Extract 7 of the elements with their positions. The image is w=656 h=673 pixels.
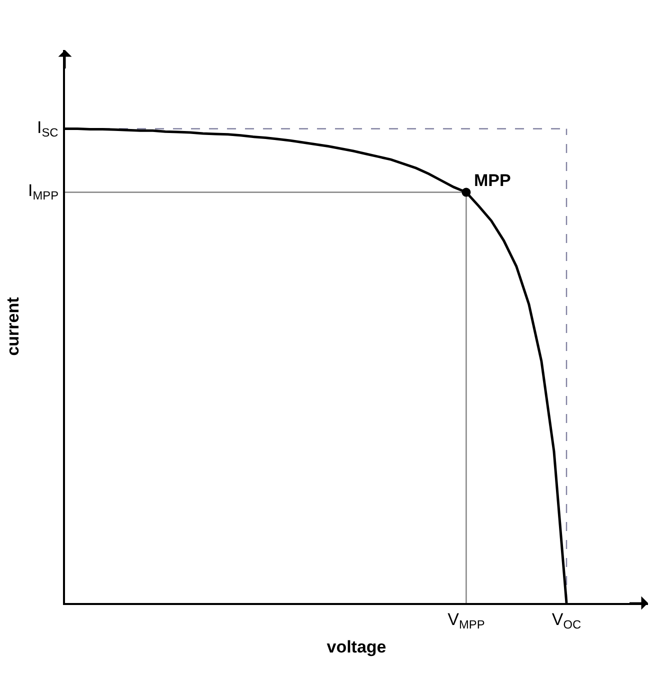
x-axis-title: voltage — [326, 638, 386, 657]
ref-line-label: I$_{SC}$ — [37, 118, 59, 140]
x-tick-label: V$_{OC}$ — [552, 610, 582, 632]
ref-line-label: I$_{MPP}$ — [28, 181, 59, 203]
y-axis-title: current — [3, 296, 22, 356]
annotation: MPP — [474, 171, 511, 190]
x-tick-label: V$_{MPP}$ — [448, 610, 485, 632]
